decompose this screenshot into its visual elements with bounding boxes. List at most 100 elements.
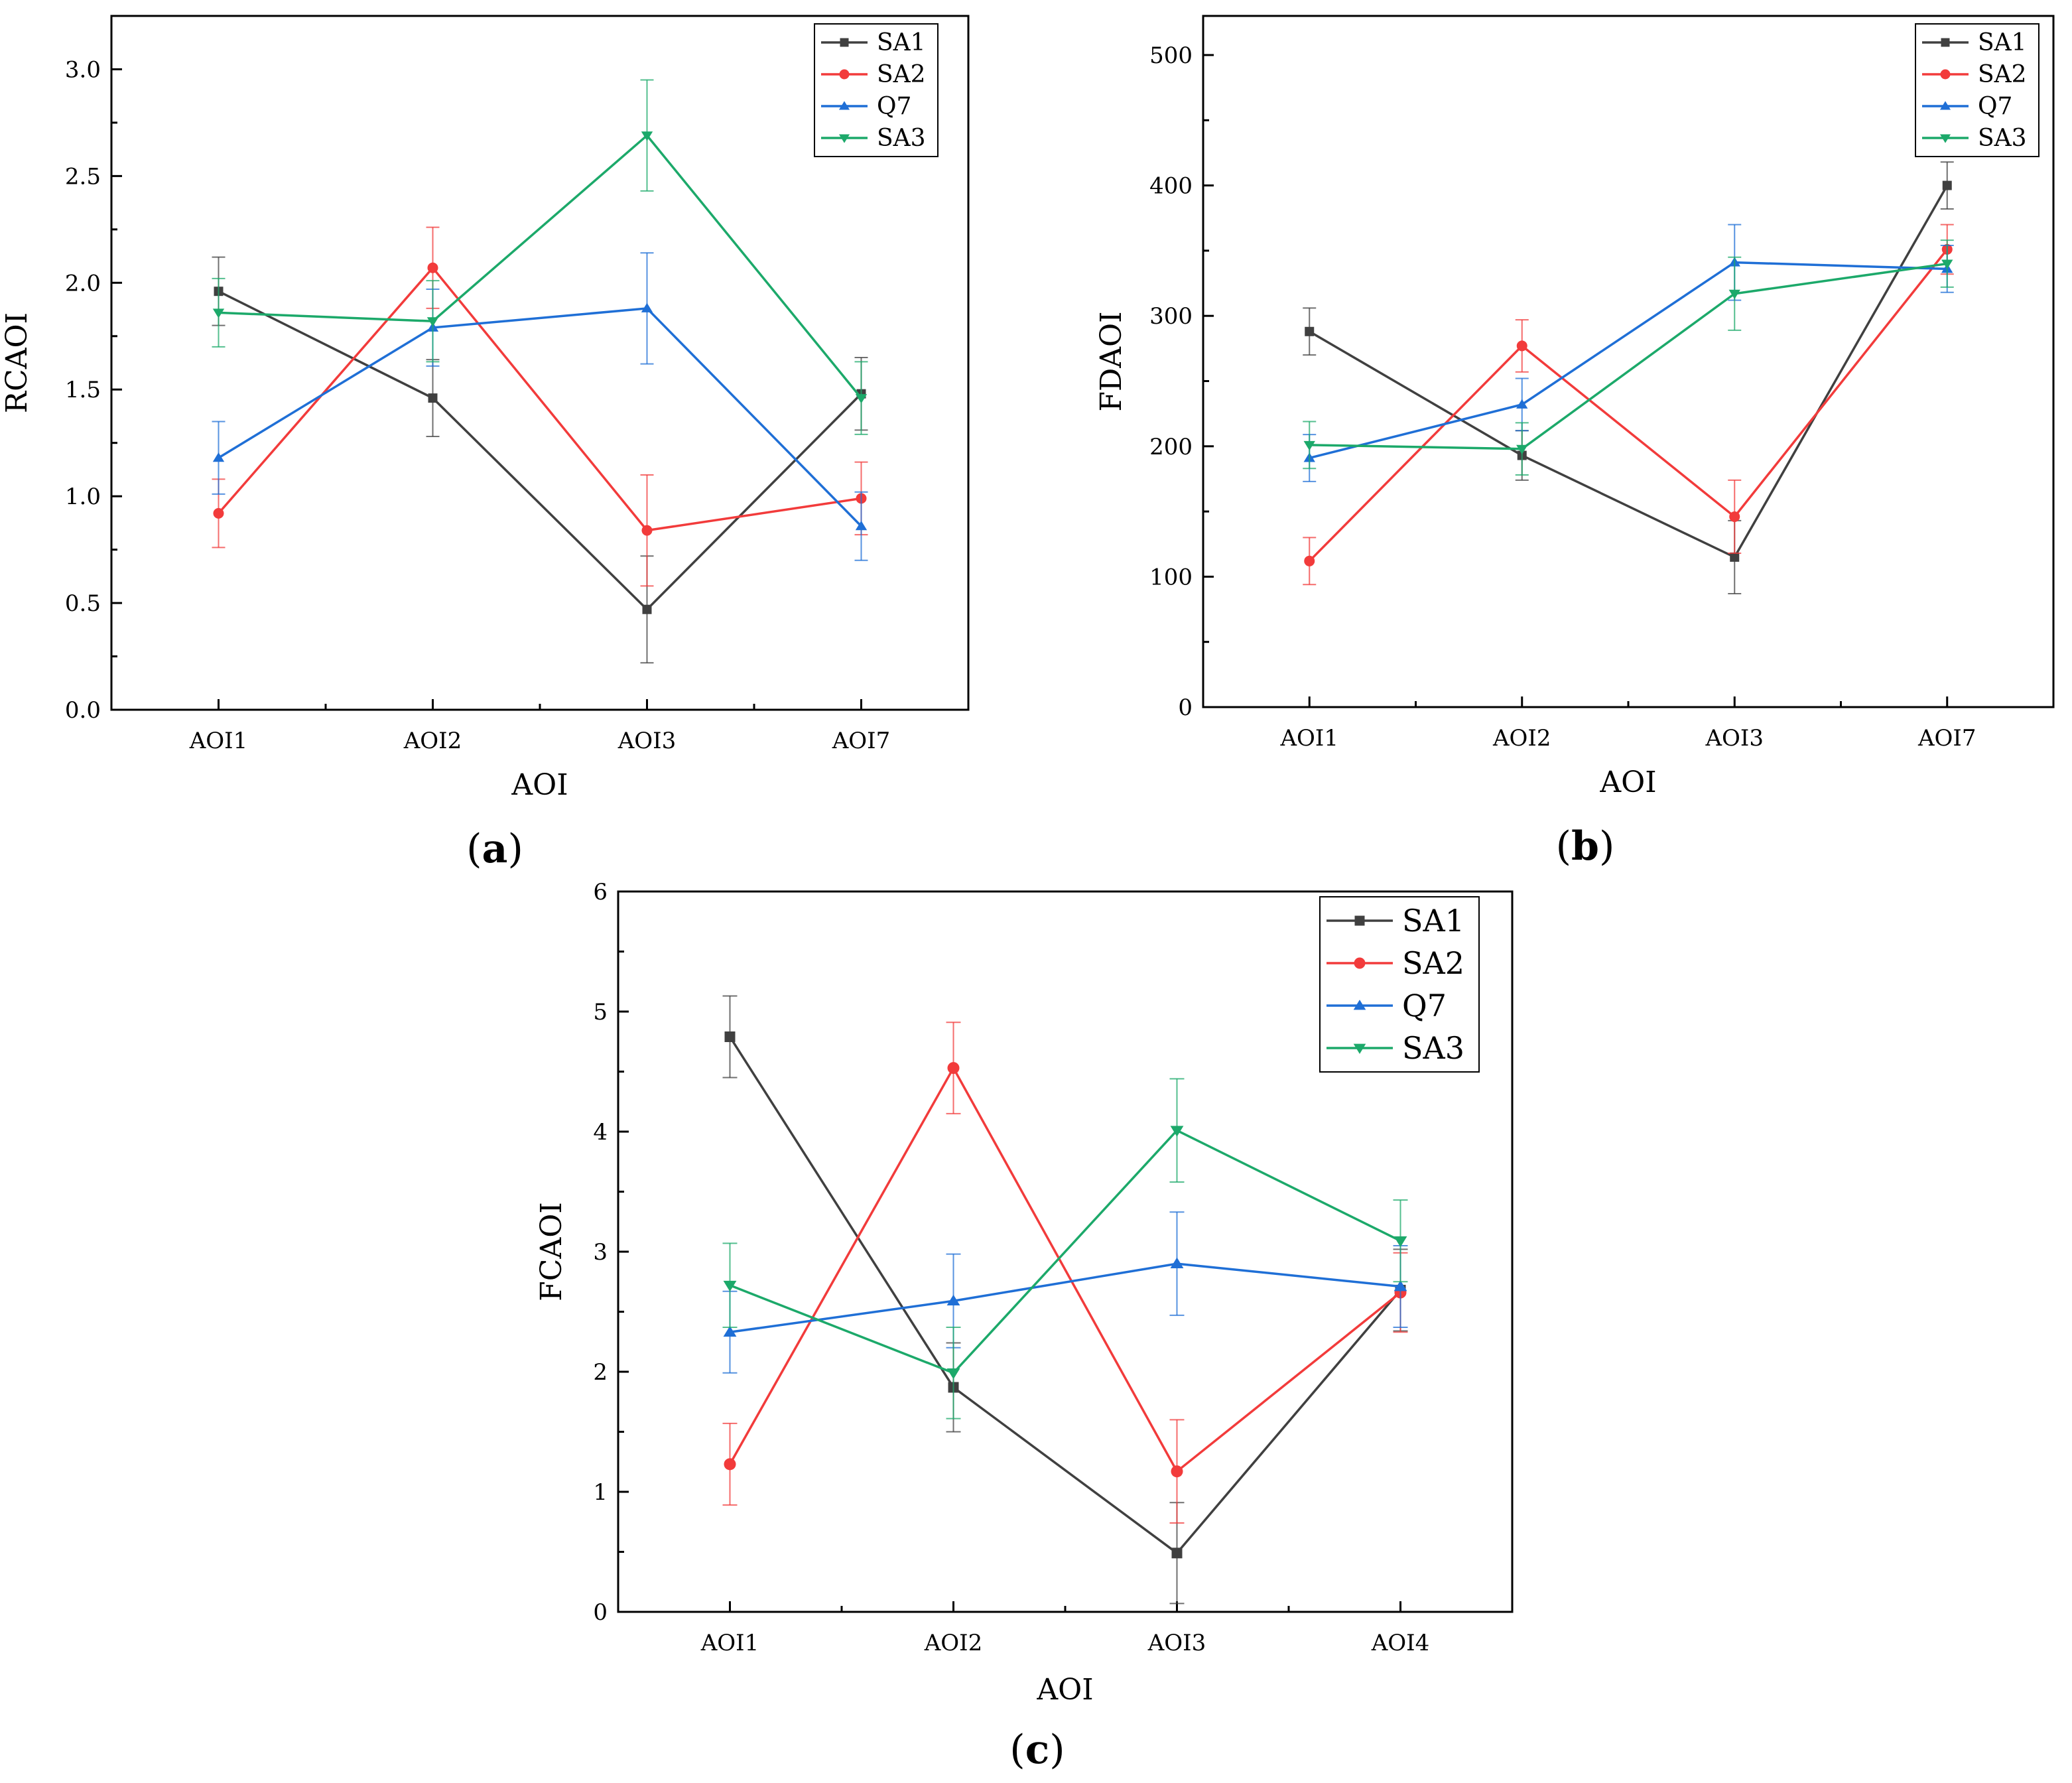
panel-a-line-sa2 — [218, 266, 862, 532]
panel-c-line-sa1 — [729, 1036, 1401, 1555]
panel-c-point-q7 — [723, 1325, 737, 1337]
panel-a-point-sa3 — [641, 131, 653, 141]
panel-a-y-tick-label: 0.0 — [65, 697, 101, 724]
panel-a-point-q7 — [212, 452, 225, 462]
panel-a-legend-marker — [838, 101, 850, 110]
panel-c: 0 1 2 3 4 5 6 AOI1 AOI2 AOI3 AOI4 AOI FCAOI (c) SA1 SA2… — [535, 879, 1514, 1773]
panel-c-y-tick-label: 6 — [593, 879, 608, 905]
panel-a-line-q7 — [218, 307, 862, 527]
panel-b-legend-marker — [1941, 38, 1950, 47]
panel-b-x-tick-label: AOI7 — [1917, 725, 1976, 752]
panel-a-y-tick-label: 1.0 — [65, 484, 101, 510]
panel-c-series-sa3 — [722, 1078, 1408, 1420]
panel-b-x-tick-label: AOI3 — [1705, 725, 1764, 752]
panel-a-series-sa3 — [212, 79, 868, 435]
panel-c-point-sa1 — [1171, 1548, 1183, 1559]
panel-c-x-tick-label: AOI4 — [1371, 1630, 1430, 1656]
panel-b: 0 100 200 300 400 500 AOI1 AOI2 AOI3 AOI7 AOI FDAOI… — [1094, 15, 2055, 870]
panel-b-legend-label: SA2 — [1978, 61, 2027, 88]
panel-b-point-sa1 — [1305, 326, 1315, 336]
panel-c-legend-label: SA1 — [1402, 903, 1464, 939]
panel-c-point-sa1 — [724, 1031, 736, 1043]
panel-b-y-tick-label: 0 — [1178, 694, 1193, 721]
panel-b-y-tick-label: 200 — [1149, 434, 1193, 460]
panel-c-point-q7 — [1170, 1257, 1184, 1268]
panel-c-label: (c) — [1009, 1727, 1065, 1773]
panel-a-x-tick-label: AOI1 — [189, 728, 248, 754]
panel-c-line-sa3 — [729, 1129, 1401, 1374]
panel-c-point-sa3 — [1393, 1236, 1407, 1248]
panel-b-label: (b) — [1556, 823, 1615, 870]
panel-b-y-tick-label: 400 — [1149, 173, 1193, 200]
panel-a-point-sa1 — [642, 604, 652, 614]
panel-c-legend-box — [1319, 896, 1480, 1073]
panel-c-point-sa2 — [947, 1062, 960, 1075]
panel-c-point-sa3 — [723, 1280, 737, 1292]
panel-a-point-sa3 — [212, 308, 225, 318]
panel-a-y-tick-label: 1.5 — [65, 377, 101, 403]
panel-b-series-sa2 — [1303, 224, 1954, 586]
panel-b-series-sa3 — [1303, 239, 1954, 476]
panel-b-x-axis-title: AOI — [1599, 765, 1656, 799]
panel-a-point-sa2 — [427, 262, 438, 273]
panel-c-y-tick-label: 0 — [593, 1599, 608, 1626]
panel-a-point-q7 — [855, 520, 868, 531]
panel-c-x-tick-label: AOI2 — [924, 1630, 983, 1656]
panel-a-legend: SA1 SA2 Q7 SA3 — [814, 23, 939, 157]
panel-c-series-sa2 — [722, 1022, 1408, 1524]
panel-b-line-q7 — [1309, 261, 1947, 460]
panel-c-legend: SA1 SA2 Q7 SA3 — [1319, 896, 1480, 1073]
panel-a-legend-label: SA2 — [877, 61, 926, 88]
panel-b-legend-label: Q7 — [1978, 93, 2012, 120]
panel-a-point-sa3 — [426, 317, 439, 327]
panel-b-y-tick-label: 100 — [1149, 564, 1193, 590]
panel-c-legend-marker — [1354, 957, 1366, 969]
panel-a-series-sa2 — [212, 226, 868, 587]
panel-a-legend-label: SA3 — [877, 125, 926, 152]
panel-c-legend-label: SA2 — [1402, 945, 1464, 981]
panel-b-point-sa3 — [1303, 440, 1315, 451]
panel-a-legend-label: SA1 — [877, 29, 926, 56]
panel-b-point-sa2 — [1729, 511, 1740, 522]
panel-c-point-sa3 — [1170, 1126, 1184, 1137]
panel-b-point-q7 — [1516, 399, 1528, 409]
panel-a-legend-marker — [838, 134, 850, 143]
panel-c-point-q7 — [1393, 1280, 1407, 1291]
panel-a-y-tick-label: 0.5 — [65, 590, 101, 617]
panel-a-line-sa3 — [218, 133, 862, 399]
panel-b-series-sa1 — [1303, 161, 1954, 594]
panel-b-legend-label: SA1 — [1978, 29, 2027, 56]
panel-c-line-q7 — [730, 1262, 1401, 1334]
panel-c-legend-label: Q7 — [1402, 988, 1447, 1024]
panel-b-point-sa1 — [1942, 180, 1952, 190]
panel-c-series-q7 — [722, 1211, 1408, 1374]
panel-b-line-sa3 — [1309, 262, 1947, 450]
panel-c-legend-marker — [1353, 1000, 1366, 1010]
panel-c-point-sa2 — [1171, 1465, 1183, 1478]
panel-a-legend-box — [814, 23, 939, 157]
panel-a-point-sa3 — [855, 394, 868, 404]
panel-a-point-q7 — [641, 302, 653, 312]
panel-c-x-tick-label: AOI1 — [700, 1630, 759, 1656]
panel-a-legend-marker — [839, 69, 850, 80]
panel-a-x-tick-label: AOI7 — [832, 728, 891, 754]
panel-b-point-sa3 — [1941, 259, 1953, 269]
panel-b-legend-marker — [1939, 101, 1951, 110]
panel-a-point-sa2 — [641, 525, 653, 536]
panel-c-legend-marker — [1354, 915, 1365, 926]
panel-a-y-tick-label: 2.5 — [65, 163, 101, 190]
panel-b-line-sa2 — [1309, 248, 1949, 562]
panel-a-legend-marker — [840, 38, 849, 47]
panel-b-legend-marker — [1939, 134, 1951, 143]
panel-a-x-tick-label: AOI3 — [617, 728, 677, 754]
panel-c-series-sa1 — [722, 995, 1408, 1605]
panel-a-line-sa1 — [218, 290, 862, 612]
panel-a-y-tick-label: 2.0 — [65, 270, 101, 297]
panel-a: 0.0 0.5 1.0 1.5 2.0 2.5 3.0 AOI1 AOI2 AOI3 AOI7 AOI… — [0, 15, 970, 872]
panel-a-label: (a) — [466, 826, 523, 872]
panel-a-y-axis-title: RCAOI — [0, 312, 34, 413]
panel-b-point-sa2 — [1304, 555, 1315, 566]
panel-a-x-axis-title: AOI — [511, 768, 568, 802]
panel-b-point-sa3 — [1516, 444, 1528, 454]
